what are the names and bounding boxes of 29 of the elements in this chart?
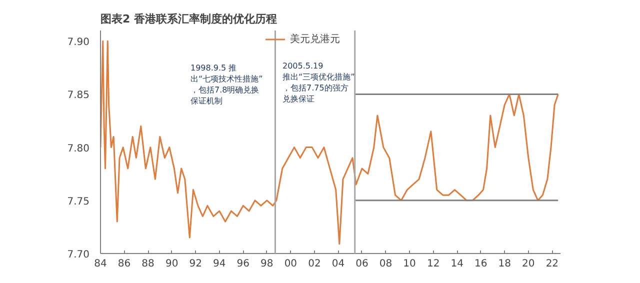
x-tick-label: 16 xyxy=(474,258,488,270)
x-tick-label: 08 xyxy=(379,258,392,270)
x-tick-label: 90 xyxy=(165,258,178,270)
x-tick-label: 00 xyxy=(284,258,298,270)
legend-label: 美元兑港元 xyxy=(290,32,340,46)
annotation: 2005.5.19 推出“三项优化措施”，包括7.75的强方兑换保证 xyxy=(282,62,355,104)
x-tick-label: 86 xyxy=(118,258,131,270)
x-tick-label: 18 xyxy=(498,258,512,270)
y-tick-label: 7.75 xyxy=(67,196,90,208)
x-tick-label: 12 xyxy=(426,258,440,270)
x-tick-label: 02 xyxy=(308,258,321,270)
annotation: 1998.9.5 推出“七项技术性措施”，包括7.8明确兑换保证机制 xyxy=(190,64,263,106)
y-tick-label: 7.85 xyxy=(67,90,90,102)
x-tick-label: 88 xyxy=(142,258,154,270)
chart-title: 图表2 香港联系汇率制度的优化历程 xyxy=(100,12,277,26)
y-tick-label: 7.90 xyxy=(67,37,90,48)
x-tick-label: 96 xyxy=(236,258,250,270)
y-tick-label: 7.70 xyxy=(67,250,90,260)
y-tick-label: 7.80 xyxy=(67,143,90,154)
x-tick-label: 04 xyxy=(332,258,345,270)
x-tick-label: 06 xyxy=(356,258,368,270)
x-tick-label: 20 xyxy=(522,258,535,270)
x-tick-label: 92 xyxy=(189,258,202,270)
x-tick-label: 10 xyxy=(403,258,416,270)
x-tick-label: 84 xyxy=(94,258,107,270)
x-tick-label: 22 xyxy=(546,258,559,270)
x-tick-label: 98 xyxy=(260,258,274,270)
x-tick-label: 94 xyxy=(213,258,226,270)
x-tick-label: 14 xyxy=(450,258,464,270)
